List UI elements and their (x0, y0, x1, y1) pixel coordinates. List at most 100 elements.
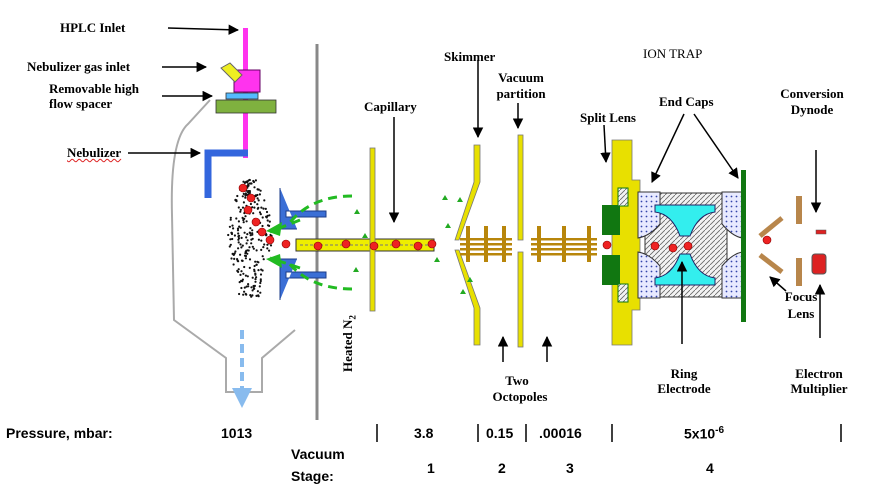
ion (762, 235, 772, 245)
ion (668, 243, 678, 253)
spray-droplet (246, 252, 249, 255)
spray-droplet (257, 199, 260, 202)
ion (341, 239, 351, 249)
spray-droplet (237, 220, 240, 223)
ion (683, 241, 693, 251)
label-two-octopoles-1: Two (505, 373, 529, 388)
spray-droplet (251, 289, 254, 292)
exit-lens (741, 170, 746, 322)
spray-droplet (260, 206, 263, 209)
spray-droplet (258, 211, 262, 214)
label-nebulizer-gas-inlet: Nebulizer gas inlet (27, 59, 131, 74)
spray-droplet (246, 233, 249, 236)
spray-droplet (241, 259, 244, 262)
spray-droplet (256, 290, 259, 293)
spray-droplet (253, 268, 256, 271)
spray-droplet (261, 216, 264, 219)
spray-droplet (239, 208, 242, 211)
spray-droplet (245, 242, 248, 245)
label-removable-spacer-1: Removable high (49, 81, 139, 96)
spray-droplet (263, 199, 266, 202)
spray-plume (227, 178, 273, 298)
gas-droplet (460, 289, 466, 294)
pressure-row-label: Pressure, mbar: (6, 425, 113, 441)
spray-droplet (260, 268, 263, 271)
spray-droplet (251, 276, 254, 279)
spray-droplets (353, 195, 473, 294)
spray-droplet (249, 234, 252, 237)
spray-droplet (250, 238, 253, 241)
spray-droplet (231, 224, 234, 227)
vacuum-stage-2: 2 (498, 460, 506, 476)
spray-droplet (234, 250, 237, 253)
ion (413, 241, 423, 251)
octopole-rod-end (587, 226, 591, 262)
ion (238, 183, 248, 193)
gas-droplet (362, 233, 368, 238)
spray-droplet (255, 276, 258, 279)
spray-droplet (243, 286, 246, 289)
octopoles (460, 226, 597, 262)
spray-droplet (250, 286, 253, 289)
label-conversion-dynode-2: Dynode (790, 102, 834, 117)
vacuum-partition-upper (517, 134, 524, 241)
spray-droplet (260, 239, 263, 242)
spray-droplet (249, 182, 253, 185)
spray-droplet (245, 236, 248, 239)
ions (238, 183, 772, 253)
spray-droplet (262, 207, 265, 210)
spray-droplet (229, 218, 232, 221)
gas-droplet (442, 195, 448, 200)
spray-droplet (244, 192, 247, 195)
spray-droplet (259, 291, 262, 294)
label-split-lens: Split Lens (580, 110, 636, 125)
spray-droplet (263, 243, 266, 246)
spray-droplet (238, 292, 241, 296)
skimmer-upper (454, 144, 481, 241)
flow-spacer (215, 99, 277, 114)
spray-droplet (249, 227, 252, 230)
spray-droplet (242, 221, 245, 224)
label-conversion-dynode-1: Conversion (780, 86, 844, 101)
spray-droplet (266, 219, 269, 222)
gas-droplet (445, 223, 451, 228)
drain-arrow (232, 330, 252, 408)
spray-droplet (237, 237, 241, 240)
spray-droplet (252, 247, 255, 250)
label-vacuum-partition-2: partition (496, 86, 546, 101)
label-electron-multiplier-2: Multiplier (790, 381, 848, 396)
spray-droplet (240, 286, 243, 290)
spray-droplet (248, 231, 251, 234)
spray-droplet (254, 272, 257, 275)
conversion-dynode (796, 196, 802, 224)
label-ring-electrode-1: Ring (670, 366, 698, 381)
spray-droplet (269, 244, 273, 247)
spray-droplet (235, 217, 238, 220)
pressure-value-1: 1013 (221, 425, 253, 441)
spray-droplet (254, 260, 257, 263)
octopole-rod-end (562, 226, 566, 262)
spray-droplet (246, 275, 249, 278)
split-lens-insulator-lower (617, 283, 629, 303)
spray-droplet (240, 236, 243, 239)
vacuum-partition-lower (517, 251, 524, 348)
spray-droplet (258, 285, 261, 288)
spray-droplet (251, 229, 254, 232)
spray-droplet (239, 210, 242, 213)
spray-droplet (256, 207, 259, 210)
spray-droplet (240, 279, 243, 282)
ion (251, 217, 261, 227)
spray-droplet (229, 238, 232, 241)
ion (243, 205, 253, 215)
ion (391, 239, 401, 249)
spray-droplet (227, 233, 230, 237)
spray-droplet (248, 258, 252, 261)
conversion-dynode-lower (796, 258, 802, 286)
spray-droplet (252, 180, 256, 184)
gas-droplet (467, 277, 473, 282)
spray-droplet (239, 253, 242, 256)
spray-droplet (244, 292, 247, 295)
spray-droplet (253, 264, 256, 268)
spray-droplet (249, 202, 252, 206)
spray-droplet (259, 189, 262, 192)
